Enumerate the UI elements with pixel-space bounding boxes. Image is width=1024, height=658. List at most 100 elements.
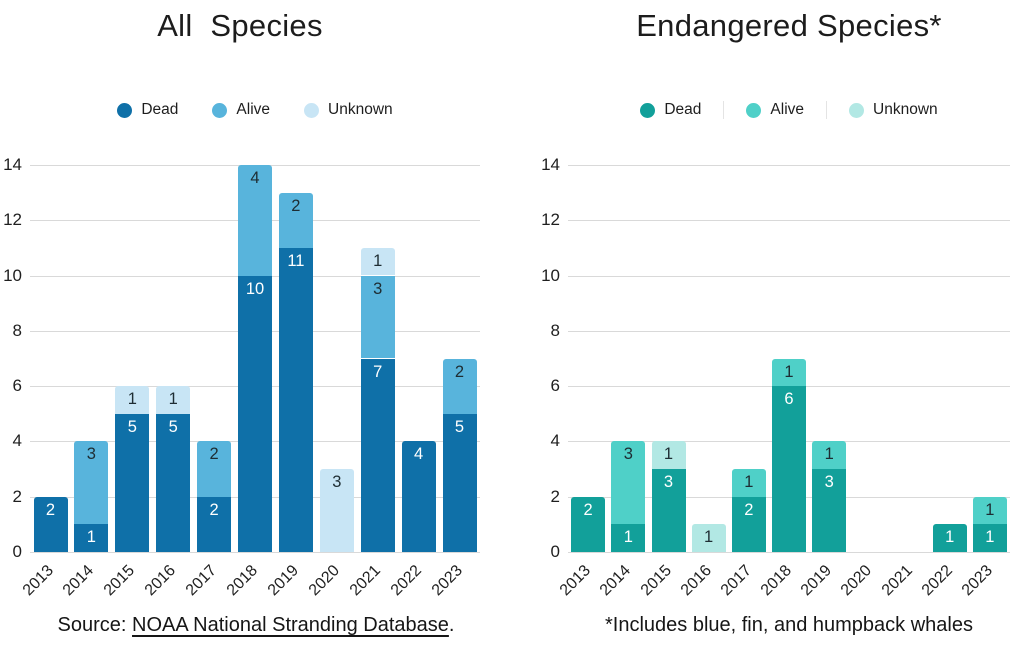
bar-2017-alive — [197, 441, 232, 497]
bar-2017-dead — [197, 496, 232, 552]
bar-2022-dead — [932, 524, 967, 552]
legend-label-dead: Dead — [141, 101, 179, 118]
bar-2017-dead — [731, 496, 766, 552]
source-suffix: . — [448, 614, 455, 636]
chart-panel-endangered-species: Endangered Species* Dead Alive Unknown 0… — [512, 0, 1024, 658]
legend-dot — [849, 102, 865, 118]
plot-area: 0 2 4 6 8 10 12 14 2 2013 1 3 2014 3 1 2015 1 2016 2 1 2017 6… — [541, 155, 1010, 599]
bar-value-label: 4 — [250, 169, 260, 187]
source-note: Source: NOAA National Stranding Database… — [0, 614, 512, 637]
bar-2023-alive — [442, 358, 477, 414]
legend-label-alive: Alive — [236, 101, 271, 118]
y-axis-tick-label: 12 — [3, 210, 22, 230]
bar-value-label: 10 — [245, 279, 265, 298]
legend-item-alive: Alive — [723, 101, 826, 119]
y-axis-tick-label: 6 — [12, 376, 22, 396]
bar-2018-dead — [772, 386, 806, 552]
bar-2016-dead — [156, 413, 191, 552]
y-axis-tick-label: 12 — [541, 210, 560, 230]
y-axis-tick-label: 4 — [550, 431, 560, 451]
bar-2022-dead — [401, 441, 436, 552]
bar-2020-unknown — [319, 469, 354, 552]
bar-value-label: 2 — [454, 362, 465, 381]
bar-2014-alive — [74, 441, 109, 525]
chart-panel-all-species: All Species Dead Alive Unknown 0 2 4 6 8 10 12… — [0, 8, 512, 637]
bar-value-label: 1 — [623, 528, 633, 547]
bar-value-label: 5 — [168, 417, 178, 436]
source-link[interactable]: NOAA National Stranding Database — [132, 614, 449, 636]
bar-2014-dead — [74, 524, 109, 552]
legend-endangered-species: Dead Alive Unknown — [568, 99, 1010, 121]
bar-2016-unknown — [691, 524, 726, 552]
bar-value-label: 3 — [86, 445, 96, 464]
bar-value-label: 2 — [744, 500, 754, 519]
bar-value-label: 2 — [209, 445, 219, 464]
legend-dot — [304, 102, 320, 118]
bar-value-label: 3 — [663, 473, 674, 492]
bar-2019-dead — [812, 469, 847, 552]
bar-value-label: 2 — [583, 500, 593, 519]
bar-2021-alive — [360, 275, 395, 359]
bar-value-label: 2 — [291, 196, 301, 215]
bar-value-label: 1 — [945, 528, 955, 547]
bar-value-label: 2 — [45, 500, 56, 519]
bar-2014-dead — [611, 524, 646, 552]
y-axis-tick-label: 10 — [3, 265, 22, 285]
bar-value-label: 1 — [784, 362, 794, 381]
bar-value-label: 3 — [824, 473, 834, 492]
bar-2015-unknown — [115, 386, 150, 414]
bar-value-label: 1 — [373, 251, 383, 270]
y-axis-tick-label: 2 — [12, 486, 22, 506]
legend-item-dead: Dead — [117, 101, 178, 119]
bar-value-label: 1 — [704, 528, 714, 547]
bar-value-label: 4 — [414, 445, 424, 464]
bar-2018-dead — [238, 275, 272, 552]
gridline — [30, 552, 480, 553]
bar-value-label: 7 — [373, 362, 383, 381]
y-axis-tick-label: 8 — [550, 320, 560, 340]
bar-value-label: 6 — [784, 390, 794, 409]
legend-label-dead: Dead — [664, 101, 702, 118]
bar-2019-alive — [278, 192, 313, 248]
source-prefix: Source: — [57, 614, 133, 636]
bar-value-label: 1 — [86, 528, 96, 547]
legend-item-alive: Alive — [212, 101, 270, 119]
gridline — [568, 330, 1010, 332]
bar-value-label: 3 — [373, 279, 383, 298]
bar-value-label: 1 — [824, 445, 834, 464]
bar-2018-alive — [238, 165, 272, 276]
y-axis-tick-label: 14 — [541, 155, 560, 174]
bar-2015-dead — [115, 413, 150, 552]
bar-2021-dead — [360, 358, 395, 552]
bar-2023-dead — [972, 524, 1007, 552]
legend-dot — [212, 102, 228, 118]
legend-item-unknown: Unknown — [826, 101, 960, 119]
legend-dot — [746, 102, 762, 118]
bar-value-label: 2 — [209, 500, 219, 519]
gridline — [568, 165, 1010, 166]
bar-value-label: 1 — [127, 390, 137, 409]
legend-label-unknown: Unknown — [873, 101, 938, 118]
bar-2016-unknown — [156, 386, 191, 414]
bar-2019-alive — [812, 441, 847, 469]
gridline — [568, 275, 1010, 277]
legend-all-species: Dead Alive Unknown — [30, 99, 480, 121]
bar-2019-dead — [278, 247, 313, 552]
bar-value-label: 11 — [287, 251, 305, 270]
legend-dot — [117, 102, 133, 118]
y-axis-tick-label: 4 — [12, 431, 22, 451]
bar-value-label: 5 — [127, 417, 137, 436]
bar-2023-alive — [972, 496, 1007, 525]
bar-value-label: 3 — [623, 445, 633, 464]
bar-2013-dead — [571, 496, 606, 552]
asterisk-note: *Includes blue, fin, and humpback whales — [604, 614, 973, 636]
bar-2014-alive — [611, 441, 646, 525]
bar-2018-alive — [772, 358, 806, 387]
bar-2015-unknown — [651, 441, 686, 469]
bar-value-label: 1 — [985, 528, 995, 547]
plot-area: 0 2 4 6 8 10 12 14 2 2013 1 3 2014 5 1 2015 5 1 2016 2 2 2017… — [3, 155, 480, 599]
chart-title-all-species: All Species — [157, 8, 323, 43]
legend-item-unknown: Unknown — [304, 101, 393, 119]
bar-value-label: 1 — [985, 500, 995, 519]
legend-label-alive: Alive — [770, 101, 805, 118]
